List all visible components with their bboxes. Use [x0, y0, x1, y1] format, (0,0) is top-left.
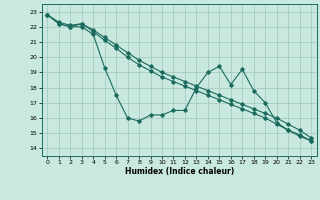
X-axis label: Humidex (Indice chaleur): Humidex (Indice chaleur): [124, 167, 234, 176]
